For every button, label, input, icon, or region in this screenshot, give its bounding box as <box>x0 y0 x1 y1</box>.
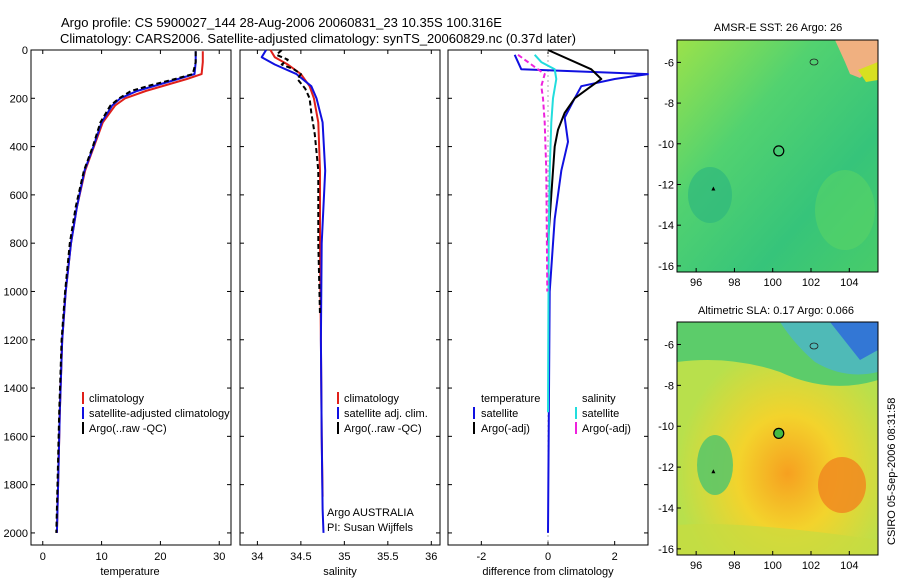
diff-legend-sal-satellite: satellite <box>582 408 619 420</box>
legend-label-climatology: climatology <box>89 393 145 405</box>
legend-label-satellite: satellite-adjusted climatology <box>89 408 230 420</box>
x-tick-label: 0 <box>40 551 46 563</box>
map-y-tick-label: -6 <box>664 339 674 351</box>
series-line-argo-raw-qc- <box>275 49 321 316</box>
y-tick-label: 400 <box>10 142 28 154</box>
map-x-tick-label: 96 <box>690 560 702 572</box>
sst-cool-patch <box>688 167 732 223</box>
sal-legend-label-satellite: satellite adj. clim. <box>344 408 428 420</box>
x-tick-label: 0 <box>545 551 551 563</box>
x-tick-label: 35 <box>338 551 350 563</box>
x-tick-label: 35.5 <box>377 551 398 563</box>
sla-map: Altimetric SLA: 0.17 Argo: 0.066 96 98 100… <box>658 305 879 572</box>
map-y-tick-label: -14 <box>658 220 674 232</box>
sst-warm-coast <box>858 62 878 82</box>
map-x-tick-label: 100 <box>764 560 782 572</box>
x-tick-label: 2 <box>612 551 618 563</box>
y-tick-label: 800 <box>10 238 28 250</box>
sla-island-contour <box>809 342 819 350</box>
sst-map-title: AMSR-E SST: 26 Argo: 26 <box>714 22 842 34</box>
map-x-tick-label: 104 <box>840 560 858 572</box>
difference-panel: -2 0 2 difference from climatology <box>447 49 649 578</box>
series-line-satellite-adj-clim- <box>260 49 327 533</box>
map-y-tick-label: -8 <box>664 98 674 110</box>
x-tick-label: 30 <box>213 551 225 563</box>
x-tick-label: 10 <box>95 551 107 563</box>
diff-legend-temp-satellite: satellite <box>481 408 518 420</box>
map-y-tick-label: -8 <box>664 380 674 392</box>
sla-map-title: Altimetric SLA: 0.17 Argo: 0.066 <box>698 305 854 317</box>
y-tick-label: 1000 <box>4 286 28 298</box>
y-tick-label: 1400 <box>4 383 28 395</box>
sst-island-contour <box>809 58 819 66</box>
map-x-tick-label: 104 <box>840 277 858 289</box>
side-timestamp-label: CSIRO 05-Sep-2006 08:31:58 <box>886 398 898 545</box>
argo-float-marker <box>773 427 785 439</box>
map-y-tick-label: -12 <box>658 462 674 474</box>
salinity-legend: climatology satellite adj. clim. Argo(..… <box>327 392 428 534</box>
map-y-tick-label: -6 <box>664 57 674 69</box>
x-tick-label: 34 <box>251 551 263 563</box>
map-x-tick-label: 98 <box>728 560 740 572</box>
y-tick-label: 200 <box>10 93 28 105</box>
diff-legend-temperature-heading: temperature <box>481 393 540 405</box>
temperature-xlabel: temperature <box>100 566 159 578</box>
legend-label-argo: Argo(..raw -QC) <box>89 423 167 435</box>
series-line-salinity-argo-adj- <box>517 53 549 292</box>
y-tick-label: 1800 <box>4 480 28 492</box>
y-tick-label: 0 <box>22 45 28 57</box>
header-line-1: Argo profile: CS 5900027_144 28-Aug-2006… <box>61 15 502 30</box>
difference-legend: temperature satellite Argo(-adj) salinit… <box>473 393 631 435</box>
map-small-island <box>711 469 716 474</box>
map-y-tick-label: -14 <box>658 503 674 515</box>
header-line-2: Climatology: CARS2006. Satellite-adjuste… <box>60 31 576 46</box>
map-y-tick-label: -10 <box>658 421 674 433</box>
diff-legend-sal-argo: Argo(-adj) <box>582 423 631 435</box>
series-line-temperature-argo-adj- <box>547 49 603 244</box>
map-y-tick-label: -12 <box>658 179 674 191</box>
argo-float-marker <box>773 145 785 157</box>
sst-map: AMSR-E SST: 26 Argo: 26 96 98 100 102 104 -6 -… <box>658 22 879 289</box>
map-y-tick-label: -16 <box>658 544 674 556</box>
sla-green-patch <box>697 435 733 495</box>
sla-warm-patch <box>818 457 866 513</box>
x-tick-label: -2 <box>476 551 486 563</box>
map-y-tick-label: -16 <box>658 261 674 273</box>
annotation-argo-australia: Argo AUSTRALIA <box>327 507 414 519</box>
annotation-pi: PI: Susan Wijffels <box>327 522 413 534</box>
sla-south-band <box>677 524 878 555</box>
x-tick-label: 34.5 <box>290 551 311 563</box>
map-x-tick-label: 102 <box>802 560 820 572</box>
series-line-argo-raw-qc- <box>55 51 197 533</box>
diff-legend-salinity-heading: salinity <box>582 393 616 405</box>
difference-xlabel: difference from climatology <box>482 566 614 578</box>
map-small-island <box>711 186 716 191</box>
temperature-legend: climatology satellite-adjusted climatolo… <box>82 392 230 435</box>
sal-legend-label-climatology: climatology <box>344 393 400 405</box>
series-line-salinity-satellite <box>533 54 558 413</box>
sst-patch-se <box>815 170 875 250</box>
sal-legend-label-argo: Argo(..raw -QC) <box>344 423 422 435</box>
map-x-tick-label: 100 <box>764 277 782 289</box>
map-x-tick-label: 102 <box>802 277 820 289</box>
x-tick-label: 20 <box>154 551 166 563</box>
y-tick-label: 600 <box>10 190 28 202</box>
y-tick-label: 1600 <box>4 431 28 443</box>
salinity-xlabel: salinity <box>323 566 357 578</box>
y-tick-label: 1200 <box>4 335 28 347</box>
sla-cold-corner <box>830 322 878 360</box>
series-line-temperature-satellite <box>513 54 649 533</box>
diff-legend-temp-argo: Argo(-adj) <box>481 423 530 435</box>
temperature-panel: 0 10 20 30 0 200 400 600 800 1000 1200 1400 1600 1800… <box>4 45 232 578</box>
salinity-panel: 34 34.5 35 35.5 36 salinity <box>239 49 441 578</box>
y-tick-label: 2000 <box>4 528 28 540</box>
map-x-tick-label: 98 <box>728 277 740 289</box>
map-y-tick-label: -10 <box>658 139 674 151</box>
x-tick-label: 36 <box>425 551 437 563</box>
map-x-tick-label: 96 <box>690 277 702 289</box>
